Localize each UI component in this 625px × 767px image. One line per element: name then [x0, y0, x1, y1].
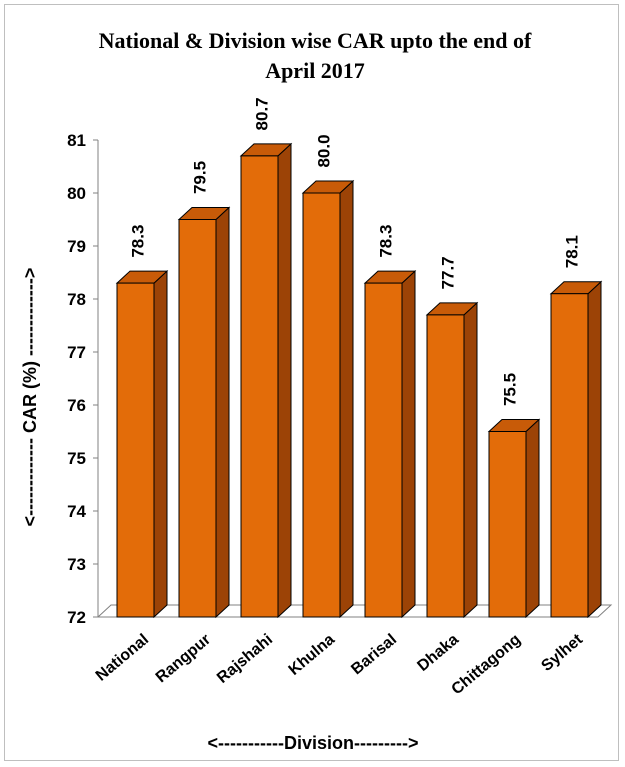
data-label: 75.5 — [501, 373, 520, 406]
bar-front — [426, 314, 465, 618]
bar — [363, 269, 417, 619]
data-label: 78.1 — [563, 235, 582, 268]
chart-title-line-1: National & Division wise CAR upto the en… — [99, 28, 532, 53]
y-tick-label: 76 — [67, 396, 86, 415]
bar-front — [302, 192, 341, 618]
bar-side — [153, 269, 168, 619]
data-label: 79.5 — [191, 161, 210, 194]
bar-front — [364, 282, 403, 618]
y-tick-label: 78 — [67, 290, 86, 309]
data-label: 80.7 — [253, 97, 272, 130]
bar-side — [463, 301, 478, 619]
y-tick-label: 80 — [67, 184, 86, 203]
bar-side — [339, 179, 354, 619]
bar-front — [178, 219, 217, 618]
y-axis: 72 73 74 75 76 77 78 79 80 81 — [67, 131, 99, 627]
x-tick-label: Chittagong — [448, 631, 524, 698]
x-axis-categories: National Rangpur Rajshahi Khulna Barisal Dhak… — [93, 631, 587, 699]
x-tick-label: Rajshahi — [214, 631, 276, 687]
bar — [549, 280, 603, 619]
y-tick-label: 81 — [67, 131, 86, 150]
bar — [115, 269, 169, 619]
y-tick-label: 77 — [67, 343, 86, 362]
y-tick-label: 72 — [67, 608, 86, 627]
bar-side — [215, 206, 230, 619]
bar-side — [587, 280, 602, 619]
bar-side — [401, 269, 416, 619]
x-tick-label: Sylhet — [538, 631, 586, 675]
y-tick-label: 79 — [67, 237, 86, 256]
y-axis-title: <------------- CAR (%) -------------> — [20, 268, 40, 527]
y-tick-label: 73 — [67, 555, 86, 574]
data-label: 78.3 — [377, 225, 396, 258]
bar — [301, 179, 355, 619]
bar-front — [116, 282, 155, 618]
bar — [487, 418, 541, 619]
y-tick-label: 74 — [67, 502, 86, 521]
bar-side — [277, 142, 292, 619]
bar-front — [550, 293, 589, 618]
bar-front — [488, 431, 527, 618]
data-label: 80.0 — [315, 134, 334, 167]
bar-side — [525, 418, 540, 619]
y-tick-label: 75 — [67, 449, 86, 468]
bars — [115, 142, 603, 619]
x-axis-title: <-----------Division---------> — [208, 733, 419, 753]
bar — [177, 206, 231, 619]
x-tick-label: Khulna — [286, 631, 339, 679]
x-tick-label: Barisal — [348, 631, 400, 678]
bar — [425, 301, 479, 619]
x-tick-label: National — [93, 631, 152, 685]
data-label: 78.3 — [129, 225, 148, 258]
bar-front — [240, 155, 279, 618]
x-tick-label: Rangpur — [153, 631, 214, 686]
chart-title-line-2: April 2017 — [265, 58, 365, 83]
x-tick-label: Dhaka — [414, 631, 462, 675]
data-label: 77.7 — [439, 256, 458, 289]
bar — [239, 142, 293, 619]
data-labels: 78.3 79.5 80.7 80.0 78.3 77.7 75.5 78.1 — [129, 97, 582, 406]
